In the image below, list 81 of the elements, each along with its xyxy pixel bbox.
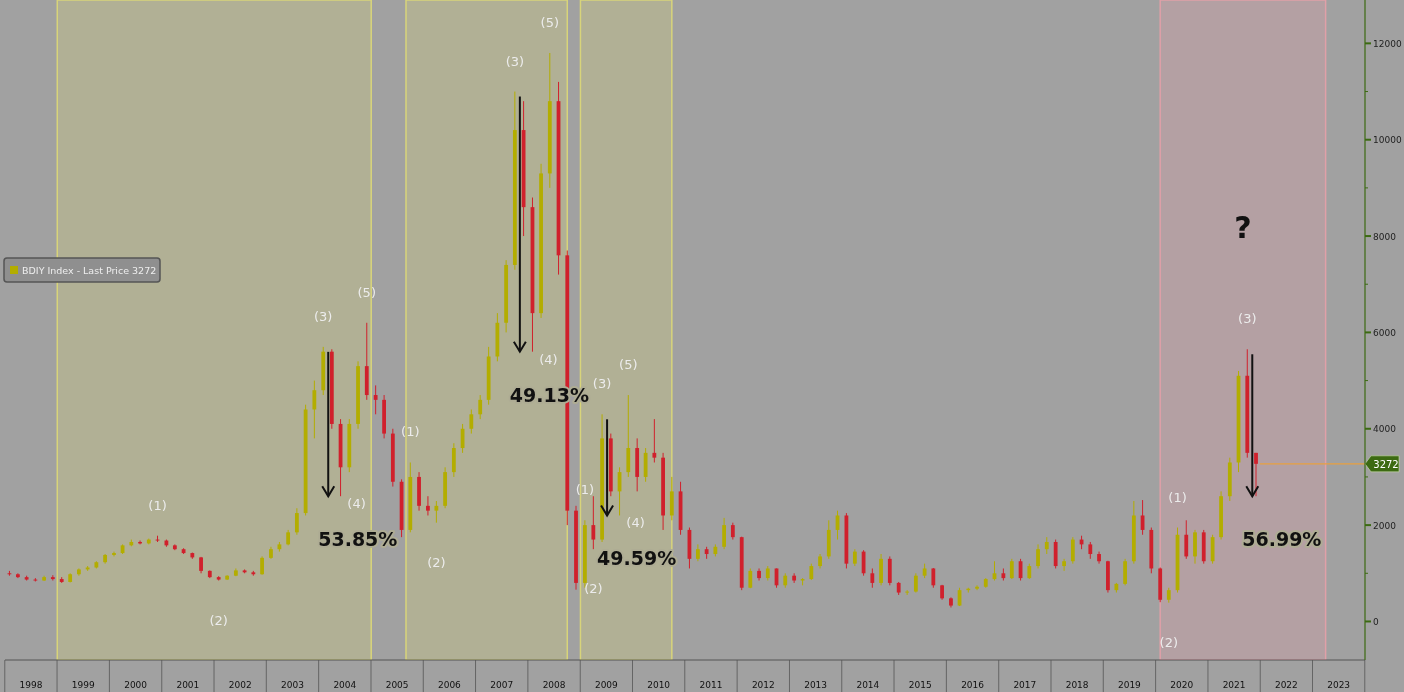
candlestick <box>975 584 979 591</box>
x-tick-label: 2012 <box>751 680 775 690</box>
annotation: (1) <box>401 424 420 440</box>
candlestick <box>913 572 918 594</box>
x-tick-label: 2016 <box>961 680 985 690</box>
x-tick-label: 2015 <box>908 680 932 690</box>
annotation: 49.59% <box>597 547 677 570</box>
y-tick-label: 0 <box>1373 616 1379 627</box>
x-tick-label: 2008 <box>542 680 566 690</box>
annotation: (5) <box>540 14 560 30</box>
x-tick-label: 2000 <box>124 680 148 690</box>
candlestick <box>294 507 299 536</box>
candlestick <box>870 567 875 589</box>
x-tick-label: 2001 <box>176 680 200 690</box>
annotation: ? <box>1234 209 1252 245</box>
candlestick <box>652 418 657 463</box>
x-tick-label: 2019 <box>1117 680 1142 690</box>
y-tick-label: 6000 <box>1373 327 1397 338</box>
annotation: (5) <box>357 284 376 300</box>
annotation: (3) <box>314 308 333 324</box>
candlestick <box>591 495 596 550</box>
legend-label: BDIY Index - Last Price 3272 <box>22 265 157 276</box>
annotation: (5) <box>619 357 638 373</box>
candlestick <box>792 572 797 584</box>
annotation: (2) <box>427 554 446 570</box>
candlestick <box>1123 558 1128 586</box>
x-tick-label: 2002 <box>228 680 252 690</box>
annotation: (1) <box>148 497 167 513</box>
y-tick-label: 4000 <box>1373 424 1397 435</box>
annotation: (3) <box>1238 311 1257 327</box>
x-tick-label: 2005 <box>385 680 409 690</box>
candlestick <box>1036 543 1040 569</box>
candlestick <box>260 555 264 576</box>
candlestick <box>757 567 761 582</box>
x-tick-label: 2011 <box>699 680 723 690</box>
x-tick-label: 2004 <box>333 680 357 690</box>
candlestick <box>722 517 726 550</box>
annotation: (1) <box>1168 489 1187 505</box>
x-tick-label: 2021 <box>1222 680 1246 690</box>
candlestick <box>1009 558 1014 580</box>
candlestick <box>905 589 910 596</box>
y-tick-label: 12000 <box>1373 38 1402 49</box>
annotation: (3) <box>592 376 612 392</box>
candlestick <box>1062 558 1066 572</box>
x-tick-label: 2020 <box>1170 680 1194 690</box>
x-tick-label: 2018 <box>1065 680 1089 690</box>
ref-line-label: 3272 <box>1373 458 1399 470</box>
candlestick <box>1254 452 1258 497</box>
annotation: (2) <box>1159 634 1178 650</box>
x-tick-label: 2003 <box>280 680 304 690</box>
candlestick <box>469 408 474 435</box>
x-tick-label: 2023 <box>1327 680 1351 690</box>
x-tick-label: 2010 <box>647 680 671 690</box>
x-tick-label: 1998 <box>19 680 43 690</box>
y-tick-label: 8000 <box>1373 231 1397 242</box>
annotation: 53.85% <box>318 528 398 551</box>
annotation: (1) <box>575 482 595 498</box>
x-tick-label: 1999 <box>71 680 95 690</box>
annotation: (4) <box>347 496 366 512</box>
y-tick-label: 10000 <box>1373 135 1402 146</box>
x-tick-label: 2017 <box>1013 680 1037 690</box>
x-tick-label: 2022 <box>1274 680 1298 690</box>
annotation: (4) <box>626 515 645 531</box>
annotation: 56.99% <box>1242 528 1322 551</box>
candlestick <box>426 495 430 516</box>
x-tick-label: 2007 <box>490 680 514 690</box>
candlestick <box>373 384 378 415</box>
annotation: (3) <box>505 53 525 69</box>
annotation: (4) <box>539 351 558 367</box>
x-tick-label: 2014 <box>856 680 880 690</box>
candlestick <box>478 394 483 420</box>
x-tick-label: 2006 <box>437 680 462 690</box>
annotation: (2) <box>584 581 603 597</box>
annotation: (2) <box>209 612 228 628</box>
x-tick-label: 2013 <box>804 680 828 690</box>
y-tick-label: 2000 <box>1373 520 1397 531</box>
candlestick <box>434 500 439 524</box>
candlestick <box>1184 519 1189 560</box>
candlestick <box>1070 536 1075 565</box>
candlestick <box>312 380 317 439</box>
x-tick-label: 2009 <box>594 680 619 690</box>
